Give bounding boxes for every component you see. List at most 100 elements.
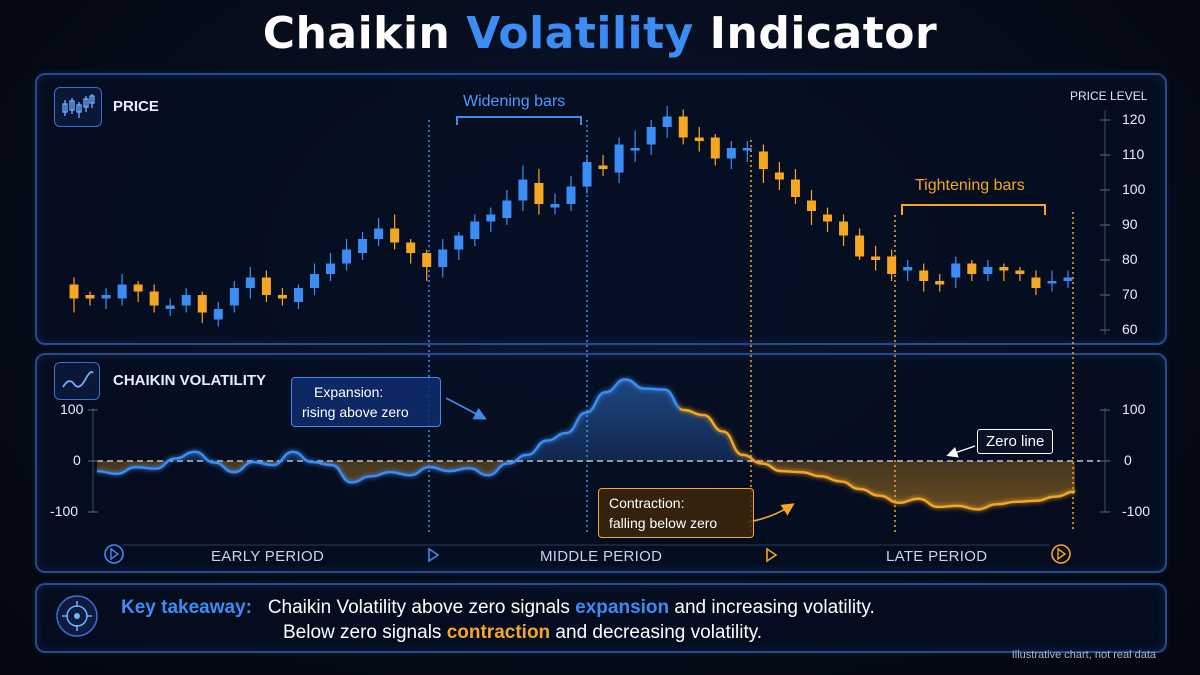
candle: [277, 288, 287, 306]
price-axis-title: PRICE LEVEL: [1070, 89, 1148, 103]
volatility-line-orange: [679, 406, 1076, 511]
price-panel: [35, 73, 1167, 345]
takeaway-line-2: Below zero signals contraction and decre…: [283, 622, 763, 643]
candle: [1015, 267, 1025, 281]
candle: [710, 134, 720, 166]
candle: [726, 141, 736, 169]
price-tick-label: 100: [1122, 181, 1146, 197]
volatility-tick-left: 0: [73, 452, 81, 468]
volatility-label: CHAIKIN VOLATILITY: [113, 372, 267, 389]
candle: [309, 263, 319, 295]
candle: [774, 162, 784, 190]
candle: [951, 256, 961, 288]
candle: [871, 246, 881, 271]
candle: [133, 281, 143, 302]
candle: [855, 228, 865, 260]
expansion-title: Expansion:: [314, 384, 384, 400]
candle: [261, 270, 271, 302]
price-tick-label: 90: [1122, 216, 1138, 232]
price-tick-label: 110: [1122, 146, 1145, 162]
contraction-callout: Contraction: falling below zero: [598, 488, 754, 538]
candle: [614, 137, 624, 183]
candle: [823, 207, 833, 232]
volatility-tick-left: 100: [60, 401, 84, 417]
period-late: LATE PERIOD: [886, 548, 988, 565]
candle: [342, 239, 352, 271]
candle: [245, 267, 255, 299]
zero-line-callout: Zero line: [977, 429, 1054, 454]
volatility-tick-right: 100: [1122, 401, 1146, 417]
period-early: EARLY PERIOD: [211, 548, 325, 565]
takeaway-line-1: Key takeaway: Chaikin Volatility above z…: [121, 597, 875, 618]
contraction-text: falling below zero: [609, 515, 718, 531]
volatility-line-blue: [96, 378, 680, 484]
play-icon: [104, 544, 124, 564]
volatility-tick-left: -100: [50, 503, 79, 519]
takeaway-label: Key takeaway:: [121, 597, 252, 618]
marker-icon: [766, 547, 778, 563]
candle: [999, 263, 1009, 281]
candle: [293, 284, 303, 309]
expansion-callout: Expansion: rising above zero: [291, 377, 441, 427]
candle: [598, 155, 608, 176]
candle: [534, 169, 544, 215]
candle: [326, 253, 336, 281]
candle: [374, 218, 384, 246]
candle: [470, 214, 480, 246]
line-chart-icon: [54, 362, 100, 400]
candle: [550, 193, 560, 215]
candle: [646, 120, 656, 155]
volatility-tick-right: 0: [1124, 452, 1132, 468]
candle: [197, 291, 207, 323]
candle: [935, 274, 945, 292]
price-label: PRICE: [113, 98, 159, 115]
candle: [406, 239, 416, 264]
candle: [806, 190, 816, 225]
candle: [694, 127, 704, 152]
candle: [213, 302, 223, 327]
candle: [117, 274, 127, 306]
candle: [149, 284, 159, 313]
candle: [229, 281, 239, 313]
candle: [967, 260, 977, 281]
price-tick-label: 80: [1122, 251, 1138, 267]
candle: [790, 169, 800, 204]
candle: [358, 232, 368, 260]
candle: [582, 155, 592, 194]
candle: [69, 277, 79, 313]
candle: [903, 260, 913, 281]
chart-title: Chaikin Volatility Indicator: [262, 8, 938, 59]
candle: [422, 249, 432, 281]
widening-bracket: [456, 116, 582, 125]
price-tick-label: 60: [1122, 321, 1138, 337]
candle: [165, 298, 175, 316]
takeaway-panel: [35, 583, 1167, 653]
marker-icon: [428, 547, 440, 563]
volatility-tick-right: -100: [1122, 503, 1151, 519]
candle: [1047, 270, 1057, 292]
candle: [983, 260, 993, 281]
candle: [887, 249, 897, 281]
period-middle: MIDDLE PERIOD: [540, 548, 663, 565]
footnote: Illustrative chart, not real data: [1011, 649, 1156, 661]
candle: [839, 214, 849, 246]
candlestick-icon: [54, 87, 102, 127]
candle: [486, 207, 496, 232]
price-tick-label: 120: [1122, 111, 1146, 127]
candle: [662, 106, 672, 138]
target-icon: [56, 595, 98, 637]
candle: [502, 190, 512, 225]
candle: [101, 288, 111, 309]
candle: [454, 232, 464, 260]
expansion-area: [97, 379, 1075, 461]
play-icon: [1051, 544, 1071, 564]
candle: [390, 214, 400, 250]
tightening-bracket: [901, 204, 1046, 215]
candle: [758, 144, 768, 183]
candle: [566, 176, 576, 211]
candle: [678, 109, 688, 145]
candle: [85, 291, 95, 306]
contraction-title: Contraction:: [609, 495, 685, 511]
tightening-label: Tightening bars: [915, 177, 1025, 194]
